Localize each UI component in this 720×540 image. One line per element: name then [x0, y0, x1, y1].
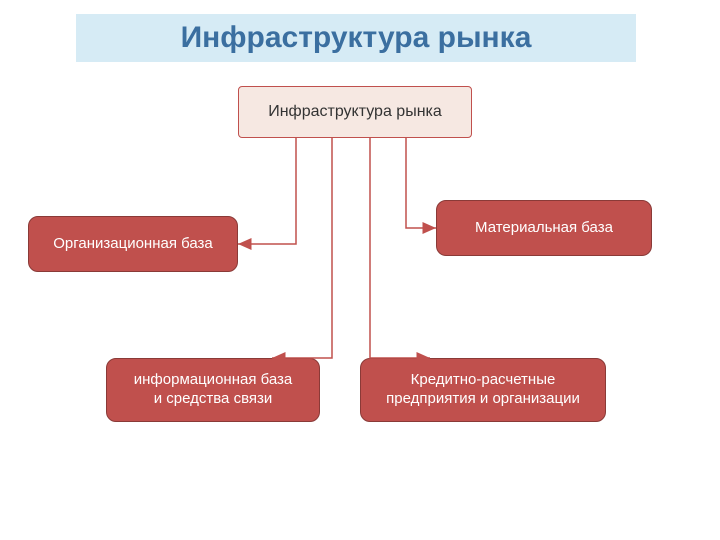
child-node-org: Организационная база	[28, 216, 238, 272]
child-node-label: Кредитно-расчетные предприятия и организ…	[386, 371, 580, 409]
page-title-text: Инфраструктура рынка	[181, 21, 532, 55]
child-node-mat: Материальная база	[436, 200, 652, 256]
page-title: Инфраструктура рынка	[76, 14, 636, 62]
child-node-cred: Кредитно-расчетные предприятия и организ…	[360, 358, 606, 422]
child-node-label: информационная база и средства связи	[134, 371, 293, 409]
root-node: Инфраструктура рынка	[238, 86, 472, 138]
child-node-info: информационная база и средства связи	[106, 358, 320, 422]
connector	[406, 138, 436, 228]
child-node-label: Организационная база	[53, 235, 213, 254]
connector	[370, 138, 430, 358]
connector	[238, 138, 296, 244]
child-node-label: Материальная база	[475, 219, 613, 238]
connector	[272, 138, 332, 358]
root-node-label: Инфраструктура рынка	[268, 102, 442, 122]
